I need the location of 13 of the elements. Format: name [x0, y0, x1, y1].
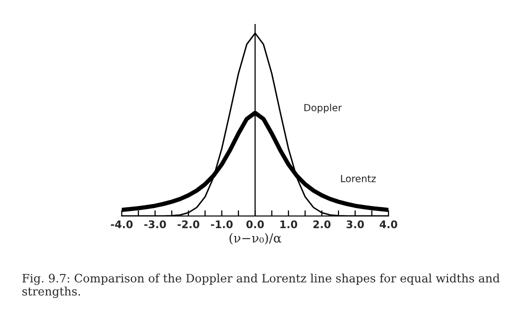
x-tick-label: -2.0: [178, 220, 200, 228]
x-tick-label: -4.0: [110, 220, 133, 228]
x-axis-title: (ν−ν₀)/α: [230, 233, 282, 244]
x-tick-label: -3.0: [144, 220, 166, 228]
x-tick-label: 3.0: [346, 220, 364, 228]
caption: Fig. 9.7: Comparison of the Doppler and Lorentz line shapes for equal widths and strengths.: [22, 274, 500, 298]
x-tick-label: 0.0: [246, 220, 264, 228]
series-label: Lorentz: [341, 175, 376, 182]
x-tick-label: -1.0: [210, 220, 233, 228]
x-tick-label: 2.0: [313, 220, 331, 228]
x-tick-label: 4.0: [380, 220, 398, 228]
text: Doppler: [304, 104, 342, 114]
x-tick-label: 1.0: [280, 220, 298, 228]
